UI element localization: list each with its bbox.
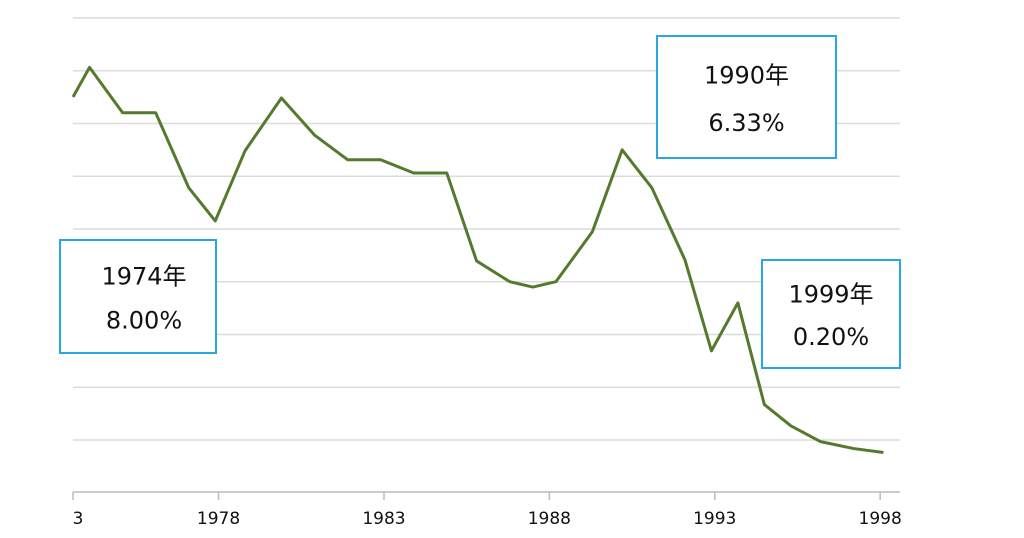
annotation-year: 1974年: [101, 262, 186, 290]
x-tick-label: 1983: [362, 509, 405, 529]
x-tick-label: 1998: [859, 509, 902, 529]
annotation-box: [59, 239, 217, 354]
annotation-value: 8.00%: [106, 306, 182, 334]
data-line: [71, 65, 884, 454]
x-tick-label: 1988: [528, 509, 571, 529]
annotation-value: 0.20%: [793, 323, 869, 351]
x-tick-label: 1993: [693, 509, 736, 529]
annotation-year: 1990年: [704, 61, 789, 89]
annotation-box: [656, 35, 837, 159]
annotation-box: [761, 259, 901, 369]
x-tick-label: 3: [73, 509, 84, 529]
annotation-year: 1999年: [788, 281, 873, 309]
x-tick-label: 1978: [197, 509, 240, 529]
annotation-value: 6.33%: [708, 109, 784, 137]
